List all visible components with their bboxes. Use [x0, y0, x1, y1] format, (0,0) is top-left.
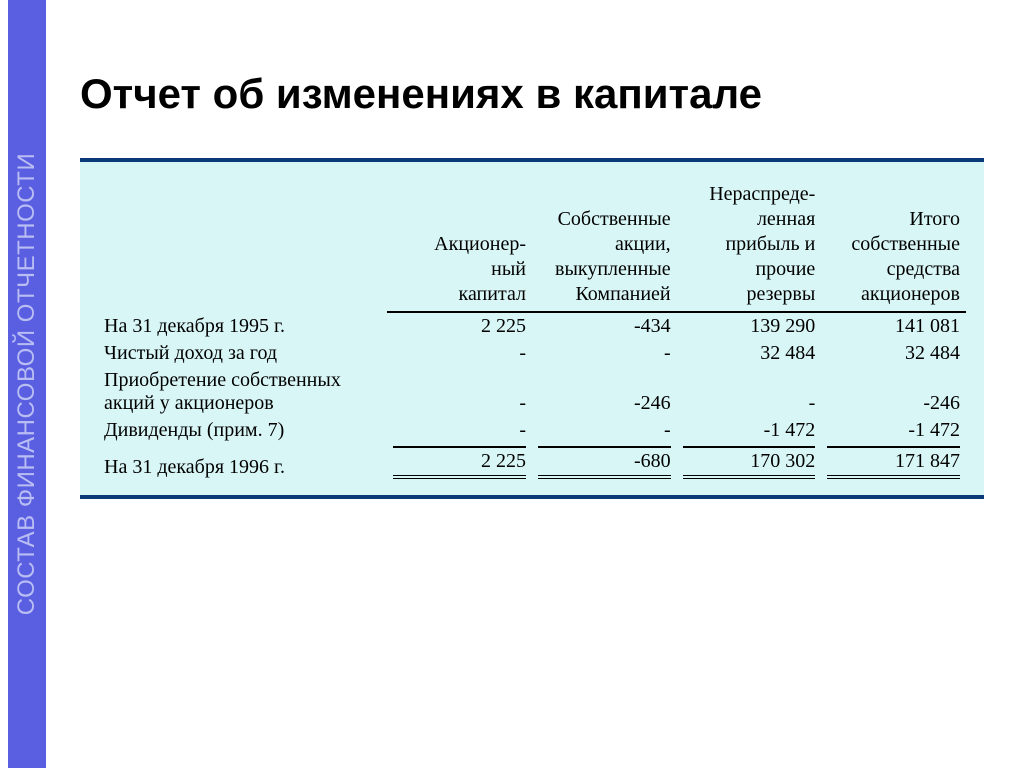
table-row: На 31 декабря 1995 г. 2 225 -434 139 290…: [98, 312, 966, 340]
table-total-row: На 31 декабря 1996 г. 2 225 -680 170 302…: [98, 444, 966, 481]
total-cell: 171 847: [821, 444, 966, 481]
total-cell: 2 225: [387, 444, 532, 481]
cell: -: [677, 367, 822, 417]
page-title: Отчет об изменениях в капитале: [80, 70, 984, 118]
cell: -246: [821, 367, 966, 417]
table-row: Чистый доход за год - - 32 484 32 484: [98, 340, 966, 367]
cell: -: [387, 417, 532, 444]
cell: -: [532, 340, 677, 367]
total-cell: -680: [532, 444, 677, 481]
cell: -246: [532, 367, 677, 417]
row-label: Чистый доход за год: [98, 340, 387, 367]
sidebar-stripe: СОСТАВ ФИНАНСОВОЙ ОТЧЕТНОСТИ: [8, 0, 46, 768]
cell: -434: [532, 312, 677, 340]
header-col-1: Акционер-ныйкапитал: [387, 180, 532, 312]
header-col-2: Собственныеакции,выкупленныеКомпанией: [532, 180, 677, 312]
table: Акционер-ныйкапитал Собственныеакции,вык…: [98, 180, 966, 481]
table-row: Дивиденды (прим. 7) - - -1 472 -1 472: [98, 417, 966, 444]
header-col-4: Итогособственныесредстваакционеров: [821, 180, 966, 312]
cell: -1 472: [677, 417, 822, 444]
row-label: На 31 декабря 1996 г.: [98, 444, 387, 481]
cell: -: [532, 417, 677, 444]
cell: -: [387, 340, 532, 367]
cell: -: [387, 367, 532, 417]
table-header-row: Акционер-ныйкапитал Собственныеакции,вык…: [98, 180, 966, 312]
cell: 2 225: [387, 312, 532, 340]
cell: 32 484: [677, 340, 822, 367]
cell: 141 081: [821, 312, 966, 340]
row-label: На 31 декабря 1995 г.: [98, 312, 387, 340]
cell: -1 472: [821, 417, 966, 444]
total-cell: 170 302: [677, 444, 822, 481]
row-label: Приобретение собственных акций у акционе…: [98, 367, 387, 417]
row-label: Дивиденды (прим. 7): [98, 417, 387, 444]
header-col-3: Нераспреде-леннаяприбыль ипрочиерезервы: [677, 180, 822, 312]
header-blank: [98, 180, 387, 312]
sidebar-label: СОСТАВ ФИНАНСОВОЙ ОТЧЕТНОСТИ: [13, 153, 41, 615]
equity-changes-table: Акционер-ныйкапитал Собственныеакции,вык…: [80, 158, 984, 499]
cell: 139 290: [677, 312, 822, 340]
cell: 32 484: [821, 340, 966, 367]
table-row: Приобретение собственных акций у акционе…: [98, 367, 966, 417]
content-area: Отчет об изменениях в капитале Акционер-…: [80, 70, 984, 499]
sidebar: СОСТАВ ФИНАНСОВОЙ ОТЧЕТНОСТИ: [0, 0, 56, 768]
